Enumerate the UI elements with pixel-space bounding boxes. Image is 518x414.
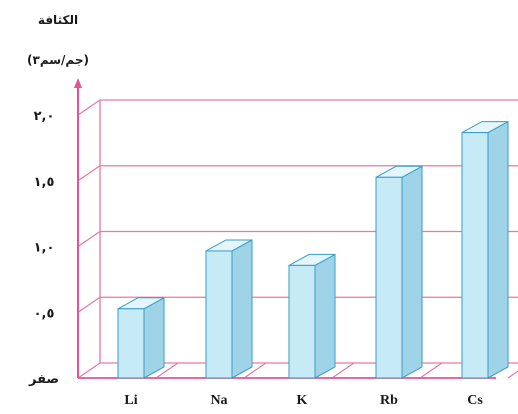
bar-side-Cs <box>487 120 509 379</box>
bar-Cs <box>461 120 509 379</box>
gridline-depth-3 <box>77 165 101 182</box>
bar-front-Li <box>117 308 145 379</box>
y-tick-label-3: ١,٥ <box>34 175 55 190</box>
bar-K <box>288 253 336 379</box>
x-tick-label-Cs: Cs <box>467 393 483 408</box>
floor-divider-5 <box>507 370 518 379</box>
bar-front-Na <box>205 250 233 379</box>
y-axis-arrow <box>74 78 82 88</box>
y-tick-label-4: ٢,٠ <box>34 109 55 124</box>
bar-Rb <box>375 165 423 379</box>
y-tick-label-0: صفر <box>28 372 59 387</box>
floor-divider-4 <box>419 362 443 379</box>
bar-side-Na <box>231 239 253 379</box>
bar-Li <box>117 296 165 379</box>
bar-side-K <box>314 253 336 379</box>
bar-Na <box>205 239 253 379</box>
gridline-depth-0 <box>77 362 101 379</box>
x-tick-label-Na: Na <box>210 393 227 408</box>
bar-front-Cs <box>461 132 489 379</box>
gridline-depth-4 <box>77 99 101 116</box>
bar-front-K <box>288 264 316 379</box>
x-tick-label-Rb: Rb <box>380 393 398 408</box>
y-tick-label-2: ١,٠ <box>34 241 55 256</box>
y-axis-unit: (جم/سم٣) <box>27 53 89 67</box>
x-tick-label-Li: Li <box>124 393 137 408</box>
axes <box>74 78 496 379</box>
x-tick-labels: Li Na K Rb Cs <box>124 393 483 408</box>
bar-side-Li <box>143 296 165 379</box>
x-tick-label-K: K <box>297 393 308 408</box>
bars <box>117 120 509 379</box>
gridline-depth-2 <box>77 230 101 248</box>
bar-front-Rb <box>375 176 403 379</box>
gridline-depth-1 <box>77 296 101 313</box>
grid-lines <box>77 99 518 379</box>
y-tick-labels: صفر ٠,٥ ١,٠ ١,٥ ٢,٠ <box>28 109 59 387</box>
floor-divider-2 <box>243 362 267 379</box>
floor-divider-1 <box>155 362 179 379</box>
floor-divider-3 <box>331 362 355 379</box>
y-axis-label: الكثافة <box>38 13 78 27</box>
y-tick-label-1: ٠,٥ <box>34 306 55 321</box>
bar-side-Rb <box>401 165 423 379</box>
